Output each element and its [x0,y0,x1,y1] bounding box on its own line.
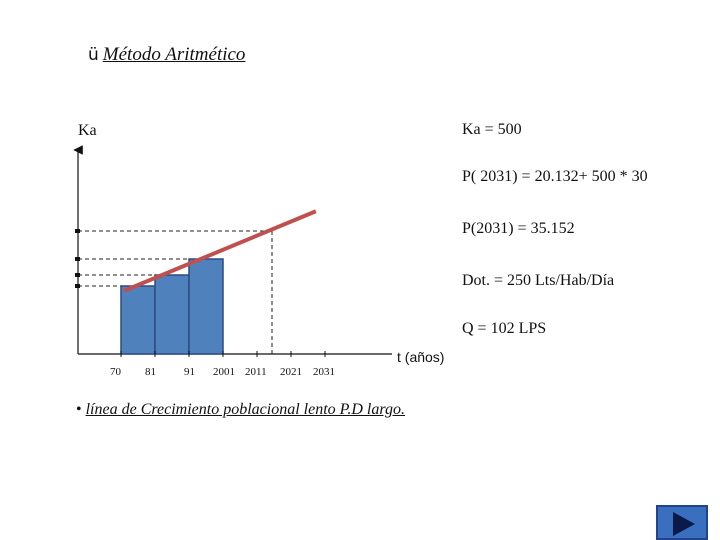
x-tick-label: 81 [145,366,156,378]
y-axis-label: Ka [78,122,97,139]
x-tick-label: 2001 [213,366,235,378]
caudal-note: Q = 102 LPS [462,320,547,337]
bar-81-91 [154,274,190,355]
population-result-note: P(2031) = 35.152 [462,220,575,237]
x-tick-label: 91 [184,366,195,378]
bar-70-81 [120,285,156,355]
y-axis-tick [75,229,80,233]
y-axis-tick [75,257,80,261]
bar-91-2001 [188,258,224,355]
x-tick-label: 2011 [245,366,267,378]
play-icon [673,512,695,536]
next-slide-button[interactable] [656,505,708,540]
x-tick-label: 70 [110,366,122,378]
checkmark-icon: ü [88,45,99,65]
dotacion-note: Dot. = 250 Lts/Hab/Día [462,272,615,289]
x-tick-label: 2021 [280,366,302,378]
y-axis-tick [75,284,80,288]
slide-title-text: Método Aritmético [102,44,246,65]
x-tick-label: 2031 [313,366,335,378]
trend-line [123,209,317,293]
bullet-note-text: línea de Crecimiento poblacional lento P… [85,401,405,418]
slide-title: ü Método Aritmético [88,44,245,66]
bullet-dot: • [76,401,82,418]
y-axis-tick [75,273,80,277]
population-formula-note: P( 2031) = 20.132+ 500 * 30 [462,168,648,185]
bullet-note: • línea de Crecimiento poblacional lento … [76,401,405,419]
x-axis-label: t (años) [397,349,445,365]
ka-value-note: Ka = 500 [462,121,522,138]
